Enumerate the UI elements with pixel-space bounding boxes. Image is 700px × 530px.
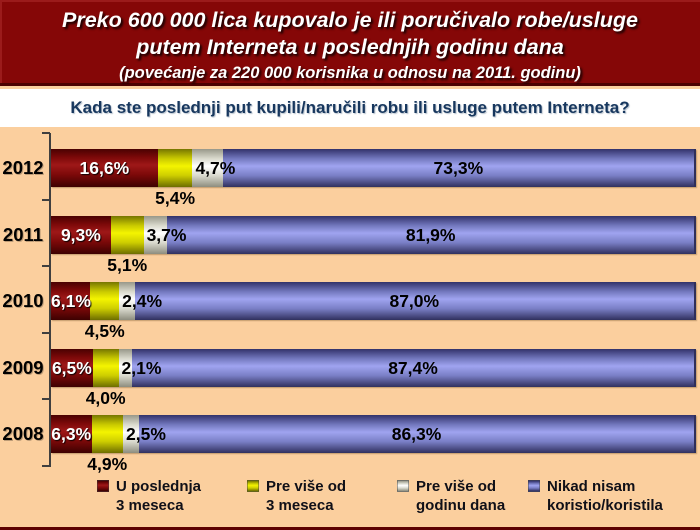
slide-subtitle: (povećanje za 220 000 korisnika u odnosu… — [119, 64, 581, 82]
legend-swatch-over-year — [397, 480, 409, 492]
segment-never-used — [167, 215, 694, 254]
segment-recent-3-months — [51, 149, 158, 187]
year-label-2009: 2009 — [2, 356, 44, 378]
year-label-2010: 2010 — [2, 290, 44, 312]
value-label-recent-2009: 6,5% — [51, 357, 92, 378]
stacked-bar-2008: 6,3% 2,5% 86,3% — [51, 415, 696, 454]
segment-over-year — [123, 415, 140, 454]
segment-never-used — [222, 149, 694, 187]
value-label-over-year-2012: 4,7% — [195, 158, 236, 178]
legend-swatch-over-3-months — [247, 480, 259, 492]
segment-over-year — [192, 149, 223, 187]
year-label-2012: 2012 — [2, 157, 44, 178]
question-text: Kada ste poslednji put kupili/naručili r… — [70, 98, 630, 117]
year-label-2011: 2011 — [2, 223, 44, 245]
legend-swatch-never-used — [528, 480, 540, 492]
segment-recent-3-months — [51, 348, 93, 387]
slide-title-line2: putem Interneta u poslednjih godinu dana — [136, 35, 564, 59]
segment-over-3-months — [91, 415, 123, 454]
value-label-over-3-months-2008: 4,9% — [87, 454, 128, 475]
value-label-never-2008: 86,3% — [391, 424, 442, 445]
value-label-never-2011: 81,9% — [405, 224, 456, 245]
segment-over-year — [143, 215, 168, 254]
legend-item-over-3-months: Pre više od 3 meseca — [247, 477, 346, 515]
segment-never-used — [134, 282, 694, 321]
y-axis-line — [49, 133, 51, 467]
legend-item-recent-3-months: U poslednja 3 meseca — [97, 477, 201, 515]
segment-over-3-months — [90, 282, 120, 321]
value-label-over-year-2008: 2,5% — [126, 424, 166, 445]
legend-label-over-year: Pre više od godinu dana — [416, 478, 506, 514]
legend-item-over-year: Pre više od godinu dana — [397, 477, 505, 515]
value-label-never-2009: 87,4% — [388, 357, 438, 378]
legend-label-never-used: Nikad nisam koristio/koristila — [547, 478, 663, 514]
header-banner: Preko 600 000 lica kupovalo je ili poruč… — [0, 0, 700, 86]
segment-never-used — [139, 415, 694, 454]
stacked-bar-2010: 6,1% 2,4% 87,0% — [51, 282, 696, 321]
legend-item-never-used: Nikad nisam koristio/koristila — [528, 477, 663, 515]
stacked-bar-2012: 16,6% 4,7% 73,3% — [51, 149, 696, 187]
segment-over-3-months — [157, 149, 193, 187]
value-label-over-3-months-2011: 5,1% — [107, 254, 148, 275]
segment-over-3-months — [110, 215, 144, 254]
axis-tick — [42, 198, 50, 201]
value-label-recent-2008: 6,3% — [51, 424, 92, 445]
year-label-2008: 2008 — [2, 423, 44, 445]
segment-never-used — [132, 348, 694, 387]
legend-label-over-3-months: Pre više od 3 meseca — [266, 478, 347, 514]
stacked-bar-2009: 6,5% 2,1% 87,4% — [51, 348, 696, 387]
axis-tick — [42, 265, 50, 268]
question-band: Kada ste poslednji put kupili/naručili r… — [0, 89, 700, 127]
value-label-never-2010: 87,0% — [389, 291, 440, 312]
value-label-over-year-2009: 2,1% — [121, 357, 162, 378]
legend-swatch-recent-3-months — [97, 480, 109, 492]
axis-tick — [42, 331, 50, 334]
value-label-recent-2011: 9,3% — [60, 224, 101, 245]
value-label-never-2012: 73,3% — [433, 158, 484, 178]
axis-tick — [42, 465, 50, 467]
axis-tick — [42, 132, 50, 134]
segment-recent-3-months — [51, 282, 91, 321]
slide-title-line1: Preko 600 000 lica kupovalo je ili poruč… — [62, 8, 638, 32]
segment-recent-3-months — [51, 415, 92, 454]
value-label-over-3-months-2010: 4,5% — [84, 321, 125, 342]
value-label-over-year-2011: 3,7% — [146, 224, 187, 245]
value-label-over-year-2010: 2,4% — [122, 291, 163, 312]
segment-over-year — [118, 348, 132, 387]
segment-recent-3-months — [51, 215, 111, 254]
footer-stripe — [0, 527, 700, 530]
segment-over-3-months — [92, 348, 119, 387]
axis-tick — [42, 398, 50, 401]
value-label-over-3-months-2009: 4,0% — [85, 387, 126, 408]
chart-area: 2012 16,6% 4,7% 73,3% 5,4% 2011 9,3% 3,7% 81,9% 5… — [0, 127, 700, 530]
value-label-recent-2012: 16,6% — [79, 158, 130, 178]
legend-label-recent-3-months: U poslednja 3 meseca — [116, 478, 202, 514]
stacked-bar-2011: 9,3% 3,7% 81,9% — [51, 215, 696, 254]
value-label-recent-2010: 6,1% — [51, 291, 91, 312]
segment-over-year — [119, 282, 135, 321]
value-label-over-3-months-2012: 5,4% — [155, 188, 196, 208]
